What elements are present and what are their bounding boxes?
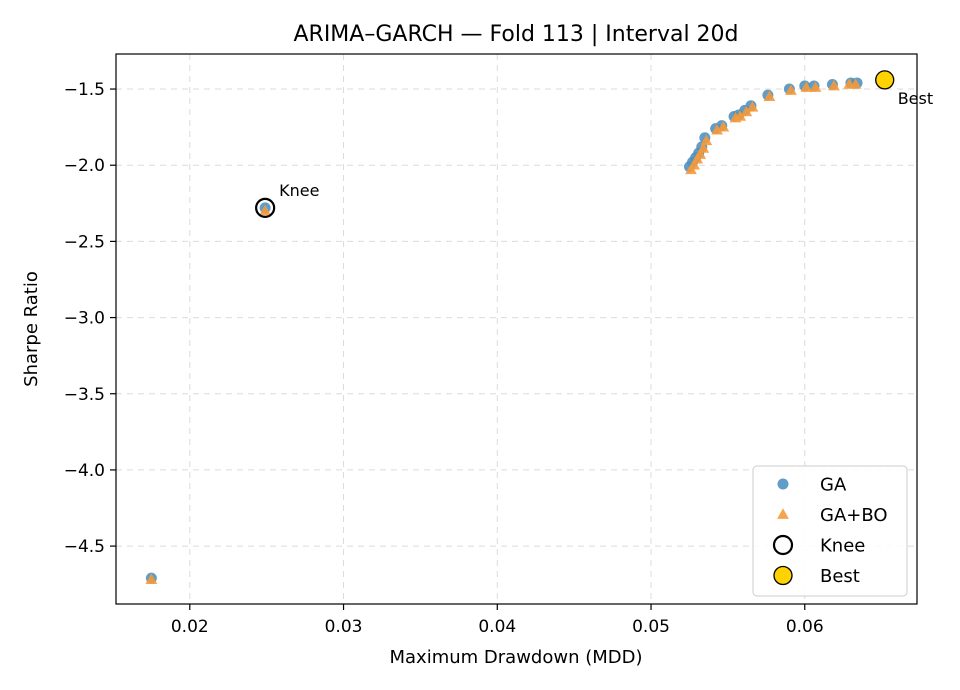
highlight-marks: Knee Best	[255, 70, 933, 218]
data-point-triangle	[697, 142, 710, 153]
y-tick-label: −1.5	[64, 80, 105, 100]
legend-box	[752, 465, 908, 597]
legend-label: GA	[820, 475, 847, 496]
knee-annotation: Knee	[279, 181, 319, 200]
data-point-triangle	[849, 78, 862, 89]
axis-ticks: 0.02 0.03 0.04 0.05 0.06 −1.5 −2.0 −2.5 −3.0 −3.5…	[64, 80, 824, 637]
data-point-triangle	[734, 110, 747, 121]
plot-frame	[115, 53, 918, 605]
y-tick-label: −4.0	[64, 461, 105, 481]
x-tick-label: 0.04	[478, 617, 516, 637]
data-point-triangle	[700, 134, 713, 146]
legend-label: Knee	[820, 536, 865, 557]
grid	[116, 54, 917, 604]
data-point-triangle	[785, 84, 797, 95]
x-tick-label: 0.05	[632, 617, 670, 637]
legend-marker-open-circle	[772, 534, 794, 556]
data-point-triangle	[763, 90, 776, 101]
chart-title: ARIMA–GARCH — Fold 113 | Interval 20d	[293, 22, 738, 47]
y-axis-label: Sharpe Ratio	[21, 271, 42, 387]
legend-label: GA+BO	[820, 505, 888, 526]
data-point-triangle	[740, 105, 753, 117]
data-point-triangle	[717, 120, 730, 132]
y-tick-label: −3.5	[64, 385, 105, 405]
legend-marker-triangle	[777, 508, 789, 519]
y-tick-label: −4.5	[64, 537, 105, 557]
x-axis-label: Maximum Drawdown (MDD)	[389, 647, 642, 668]
data-point-triangle	[688, 159, 700, 170]
data-point-triangle	[694, 148, 707, 159]
knee-marker	[255, 197, 276, 218]
data-point-triangle	[145, 573, 158, 584]
legend-label: Best	[820, 566, 860, 587]
data-point-triangle	[711, 123, 724, 135]
best-marker	[875, 70, 895, 90]
data-point-triangle	[746, 101, 759, 112]
legend-marker-filled-circle	[773, 565, 793, 586]
data-point-triangle	[809, 81, 822, 92]
data-marks	[145, 77, 863, 584]
y-tick-label: −2.0	[64, 156, 105, 176]
x-tick-label: 0.03	[325, 617, 363, 637]
legend: GA GA+BO Knee Best	[752, 465, 908, 597]
y-tick-label: −2.5	[64, 232, 105, 252]
data-point-triangle	[259, 204, 272, 216]
x-tick-label: 0.02	[171, 617, 209, 637]
y-tick-label: −3.0	[64, 309, 105, 329]
x-tick-label: 0.06	[786, 617, 824, 637]
data-point-triangle	[828, 79, 840, 91]
legend-marker-circle	[777, 478, 789, 490]
best-annotation: Best	[898, 89, 933, 108]
data-point-triangle	[800, 81, 813, 92]
